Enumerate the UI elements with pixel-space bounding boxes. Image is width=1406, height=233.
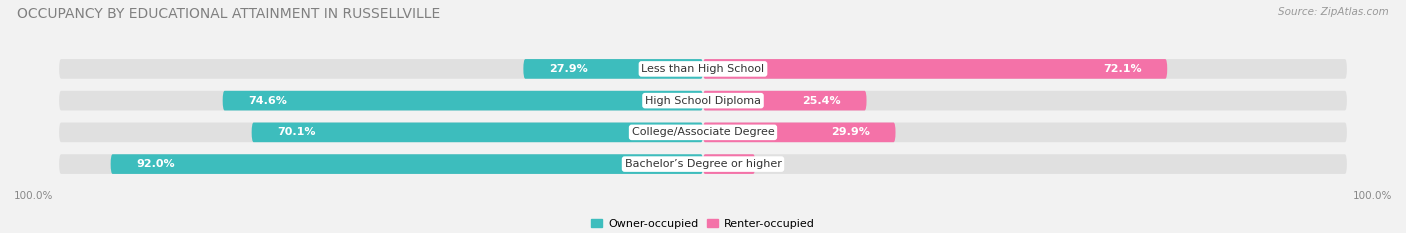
Text: 92.0%: 92.0% bbox=[136, 159, 174, 169]
FancyBboxPatch shape bbox=[703, 91, 1347, 110]
Text: 70.1%: 70.1% bbox=[277, 127, 316, 137]
FancyBboxPatch shape bbox=[59, 91, 703, 110]
Text: 100.0%: 100.0% bbox=[14, 191, 53, 201]
Text: High School Diploma: High School Diploma bbox=[645, 96, 761, 106]
Text: 27.9%: 27.9% bbox=[550, 64, 588, 74]
FancyBboxPatch shape bbox=[703, 154, 755, 174]
Legend: Owner-occupied, Renter-occupied: Owner-occupied, Renter-occupied bbox=[586, 214, 820, 233]
FancyBboxPatch shape bbox=[703, 154, 1347, 174]
FancyBboxPatch shape bbox=[59, 123, 703, 142]
FancyBboxPatch shape bbox=[59, 59, 703, 79]
FancyBboxPatch shape bbox=[523, 59, 703, 79]
Text: 29.9%: 29.9% bbox=[831, 127, 870, 137]
FancyBboxPatch shape bbox=[703, 123, 896, 142]
Text: 74.6%: 74.6% bbox=[249, 96, 287, 106]
FancyBboxPatch shape bbox=[252, 123, 703, 142]
Text: Less than High School: Less than High School bbox=[641, 64, 765, 74]
Text: OCCUPANCY BY EDUCATIONAL ATTAINMENT IN RUSSELLVILLE: OCCUPANCY BY EDUCATIONAL ATTAINMENT IN R… bbox=[17, 7, 440, 21]
Text: 100.0%: 100.0% bbox=[1353, 191, 1392, 201]
FancyBboxPatch shape bbox=[703, 59, 1167, 79]
FancyBboxPatch shape bbox=[703, 91, 866, 110]
FancyBboxPatch shape bbox=[59, 154, 703, 174]
Text: 25.4%: 25.4% bbox=[803, 96, 841, 106]
Text: Source: ZipAtlas.com: Source: ZipAtlas.com bbox=[1278, 7, 1389, 17]
Text: 72.1%: 72.1% bbox=[1102, 64, 1142, 74]
Text: 8.1%: 8.1% bbox=[704, 159, 735, 169]
FancyBboxPatch shape bbox=[703, 123, 1347, 142]
FancyBboxPatch shape bbox=[111, 154, 703, 174]
Text: Bachelor’s Degree or higher: Bachelor’s Degree or higher bbox=[624, 159, 782, 169]
Text: College/Associate Degree: College/Associate Degree bbox=[631, 127, 775, 137]
FancyBboxPatch shape bbox=[703, 59, 1347, 79]
FancyBboxPatch shape bbox=[222, 91, 703, 110]
